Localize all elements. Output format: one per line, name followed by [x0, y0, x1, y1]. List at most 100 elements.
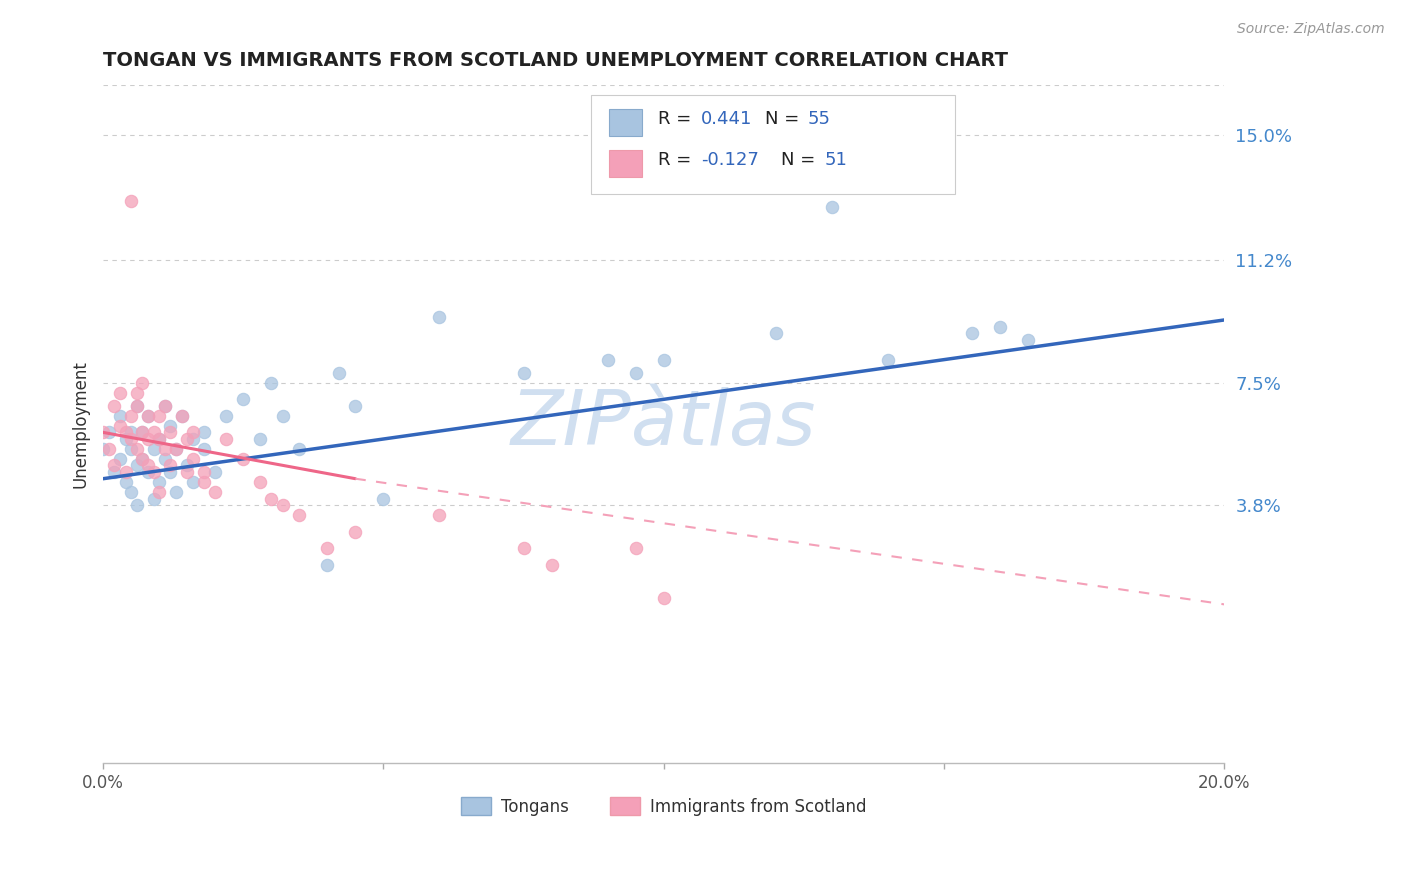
FancyBboxPatch shape [591, 95, 955, 194]
Point [344, 399, 367, 413]
Text: 51: 51 [824, 151, 846, 169]
Point [232, 451, 254, 466]
Legend: Tongans, Immigrants from Scotland: Tongans, Immigrants from Scotland [454, 790, 873, 822]
Point [176, 432, 198, 446]
Point [136, 409, 159, 423]
Point [429, 508, 451, 522]
Point [193, 465, 215, 479]
Point [103, 399, 125, 413]
Point [344, 524, 367, 539]
Point [153, 399, 176, 413]
Point [148, 475, 170, 489]
Text: R =: R = [658, 110, 697, 128]
Point [131, 376, 153, 390]
Point [108, 385, 131, 400]
Point [120, 409, 142, 423]
Point [181, 432, 204, 446]
Point [821, 201, 844, 215]
Point [91, 425, 114, 440]
Point [148, 484, 170, 499]
Point [165, 484, 187, 499]
Point [232, 392, 254, 407]
Point [136, 409, 159, 423]
Text: 0.441: 0.441 [700, 110, 752, 128]
Point [120, 442, 142, 456]
Point [170, 409, 193, 423]
Point [288, 442, 311, 456]
Point [877, 352, 900, 367]
Point [142, 425, 165, 440]
Text: N =: N = [782, 151, 821, 169]
Point [131, 425, 153, 440]
Point [131, 451, 153, 466]
Point [429, 310, 451, 324]
Y-axis label: Unemployment: Unemployment [72, 360, 89, 488]
Point [136, 458, 159, 473]
Point [153, 451, 176, 466]
Point [91, 442, 114, 456]
Point [215, 432, 238, 446]
Point [181, 451, 204, 466]
Point [960, 326, 983, 341]
Point [148, 409, 170, 423]
Point [765, 326, 787, 341]
Point [1017, 333, 1039, 347]
Point [288, 508, 311, 522]
Point [159, 418, 181, 433]
Point [159, 458, 181, 473]
Point [193, 442, 215, 456]
Point [131, 425, 153, 440]
Point [159, 465, 181, 479]
Point [652, 352, 675, 367]
Text: TONGAN VS IMMIGRANTS FROM SCOTLAND UNEMPLOYMENT CORRELATION CHART: TONGAN VS IMMIGRANTS FROM SCOTLAND UNEMP… [103, 51, 1008, 70]
Text: R =: R = [658, 151, 697, 169]
Point [142, 465, 165, 479]
Point [97, 442, 120, 456]
Text: 55: 55 [807, 110, 831, 128]
Point [108, 418, 131, 433]
Point [193, 475, 215, 489]
Point [260, 491, 283, 506]
Point [125, 442, 148, 456]
Point [165, 442, 187, 456]
FancyBboxPatch shape [609, 109, 643, 136]
Point [148, 432, 170, 446]
Text: Source: ZipAtlas.com: Source: ZipAtlas.com [1237, 22, 1385, 37]
Point [120, 484, 142, 499]
Point [142, 491, 165, 506]
Point [204, 484, 226, 499]
Point [596, 352, 619, 367]
Point [249, 475, 271, 489]
Text: N =: N = [765, 110, 804, 128]
Point [624, 366, 647, 380]
Point [170, 409, 193, 423]
Point [271, 409, 294, 423]
Point [97, 425, 120, 440]
Text: ZIPàtlas: ZIPàtlas [510, 387, 817, 461]
Point [153, 442, 176, 456]
Point [249, 432, 271, 446]
Point [193, 425, 215, 440]
Point [142, 442, 165, 456]
Point [373, 491, 395, 506]
Point [176, 458, 198, 473]
Point [215, 409, 238, 423]
Point [652, 591, 675, 605]
Point [125, 385, 148, 400]
Point [103, 465, 125, 479]
Point [120, 425, 142, 440]
Point [512, 366, 534, 380]
Text: -0.127: -0.127 [700, 151, 759, 169]
Point [181, 475, 204, 489]
Point [125, 399, 148, 413]
Point [131, 451, 153, 466]
Point [988, 319, 1011, 334]
Point [125, 458, 148, 473]
Point [176, 465, 198, 479]
Point [540, 558, 562, 572]
Point [260, 376, 283, 390]
Point [114, 465, 136, 479]
Point [153, 399, 176, 413]
Point [114, 432, 136, 446]
Point [181, 425, 204, 440]
